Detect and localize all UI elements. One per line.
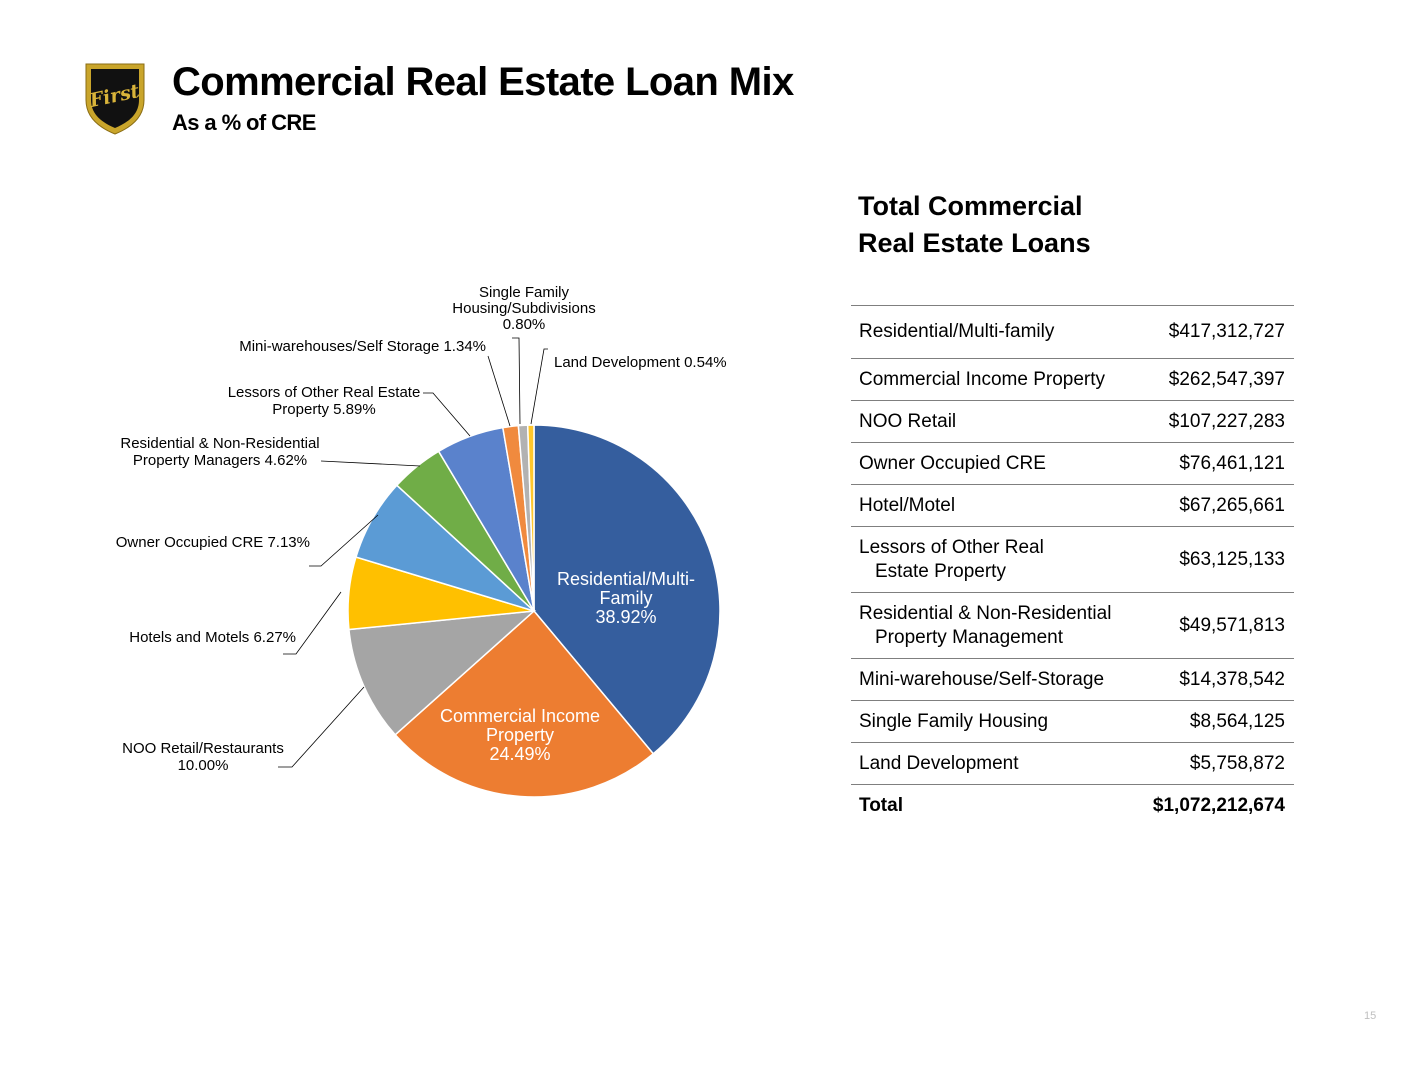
row-amount: $67,265,661 [1136, 484, 1294, 527]
row-amount: $76,461,121 [1136, 442, 1294, 485]
row-amount: $8,564,125 [1136, 700, 1294, 743]
slice-label: Owner Occupied CRE 7.13% [116, 534, 310, 551]
row-amount: $63,125,133 [1136, 526, 1294, 593]
slice-label: Commercial Income Property 24.49% [440, 706, 600, 764]
slice-label-line: 38.92% [595, 607, 656, 627]
table-row: Residential/Multi-family $417,312,727 [851, 305, 1294, 359]
row-amount: $107,227,283 [1136, 400, 1294, 443]
table-heading-line2: Real Estate Loans [858, 228, 1091, 258]
row-amount: $5,758,872 [1136, 742, 1294, 785]
pie-slice [348, 610, 537, 736]
row-name: Single Family Housing [851, 700, 1137, 743]
slice-label-line: Mini-warehouses/Self Storage 1.34% [239, 338, 486, 355]
leader-line [423, 392, 471, 437]
leader-line [283, 591, 342, 655]
leader-line [309, 514, 379, 567]
row-name: Lessors of Other Real Estate Property [851, 526, 1137, 593]
slice-label-line: Property Managers 4.62% [133, 452, 307, 469]
pie-slice [394, 609, 655, 798]
table-row: Hotel/Motel $67,265,661 [851, 484, 1294, 527]
row-name-line1: Residential & Non-Residential [859, 602, 1112, 624]
row-name: Hotel/Motel [851, 484, 1137, 527]
table-row: NOO Retail $107,227,283 [851, 400, 1294, 443]
row-amount: $417,312,727 [1136, 305, 1294, 359]
row-name: Commercial Income Property [851, 358, 1137, 401]
row-name: Land Development [851, 742, 1137, 785]
table-row: Commercial Income Property $262,547,397 [851, 358, 1294, 401]
slice-label-line: Housing/Subdivisions [452, 300, 595, 317]
slice-label-line: Property 5.89% [272, 401, 375, 418]
slice-label-line: Single Family [479, 284, 570, 301]
pie-slice [533, 424, 721, 755]
table-row: Owner Occupied CRE $76,461,121 [851, 442, 1294, 485]
page-number: 15 [1364, 1010, 1377, 1022]
slice-label-line: Hotels and Motels 6.27% [129, 629, 296, 646]
pie-slices [347, 424, 721, 798]
page-subtitle: As a % of CRE [172, 110, 316, 135]
slice-label-line: Lessors of Other Real Estate [228, 384, 421, 401]
leader-line [487, 355, 511, 427]
row-name: Owner Occupied CRE [851, 442, 1137, 485]
loans-table: Residential/Multi-family $417,312,727 Co… [851, 305, 1294, 827]
slice-label-line: Owner Occupied CRE 7.13% [116, 534, 310, 551]
pie-slice [526, 424, 535, 612]
slice-label-line: 24.49% [489, 744, 550, 764]
slice-label: Residential/Multi-Family 38.92% [557, 569, 695, 627]
row-name: NOO Retail [851, 400, 1137, 443]
leader-line [278, 686, 365, 768]
row-amount: $49,571,813 [1136, 592, 1294, 659]
leader-line [530, 348, 548, 425]
slice-label-line: NOO Retail/Restaurants [122, 740, 284, 757]
table-heading-line1: Total Commercial [858, 191, 1083, 221]
row-name-line2: Property Management [875, 626, 1063, 648]
table-row: Mini-warehouse/Self-Storage $14,378,542 [851, 658, 1294, 701]
leader-line [512, 337, 521, 425]
row-name-line1: Lessors of Other Real [859, 536, 1044, 558]
slice-label: Land Development 0.54% [554, 354, 727, 371]
company-logo-shield: First [85, 63, 145, 135]
row-name: Residential & Non-Residential Property M… [851, 592, 1137, 659]
slice-label-line: Residential & Non-Residential [120, 435, 319, 452]
table-row: Single Family Housing $8,564,125 [851, 700, 1294, 743]
slice-label-line: 0.80% [503, 316, 546, 333]
slice-labels: Residential/Multi-Family 38.92% Commercial… [116, 284, 727, 774]
slice-label: Residential & Non-Residential Property Ma… [120, 435, 319, 469]
slice-label: Lessors of Other Real Estate Property 5.8… [228, 384, 421, 418]
table-row: Land Development $5,758,872 [851, 742, 1294, 785]
leader-line [320, 460, 421, 467]
slice-label-line: Land Development 0.54% [554, 354, 727, 371]
slice-label-line: Property [486, 725, 554, 745]
table-row: Residential & Non-Residential Property M… [851, 592, 1294, 659]
slice-label: NOO Retail/Restaurants 10.00% [122, 740, 284, 774]
slice-label: Hotels and Motels 6.27% [129, 629, 296, 646]
slice-label: Mini-warehouses/Self Storage 1.34% [239, 338, 486, 355]
slice-label-line: Residential/Multi- [557, 569, 695, 589]
slice-label-line: Family [600, 588, 653, 608]
row-name-line2: Estate Property [875, 560, 1006, 582]
leader-lines [278, 337, 548, 768]
table-total-row: Total $1,072,212,674 [851, 784, 1294, 827]
total-label: Total [851, 784, 1137, 827]
table-row: Lessors of Other Real Estate Property $6… [851, 526, 1294, 593]
total-amount: $1,072,212,674 [1136, 784, 1294, 827]
row-amount: $14,378,542 [1136, 658, 1294, 701]
slice-label-line: Commercial Income [440, 706, 600, 726]
row-name: Mini-warehouse/Self-Storage [851, 658, 1137, 701]
page-title: Commercial Real Estate Loan Mix [172, 60, 794, 104]
row-amount: $262,547,397 [1136, 358, 1294, 401]
table-heading: Total Commercial Real Estate Loans [858, 188, 1091, 262]
slice-label-line: 10.00% [178, 757, 229, 774]
slice-label: Single Family Housing/Subdivisions 0.80% [452, 284, 595, 333]
row-name: Residential/Multi-family [851, 305, 1137, 359]
